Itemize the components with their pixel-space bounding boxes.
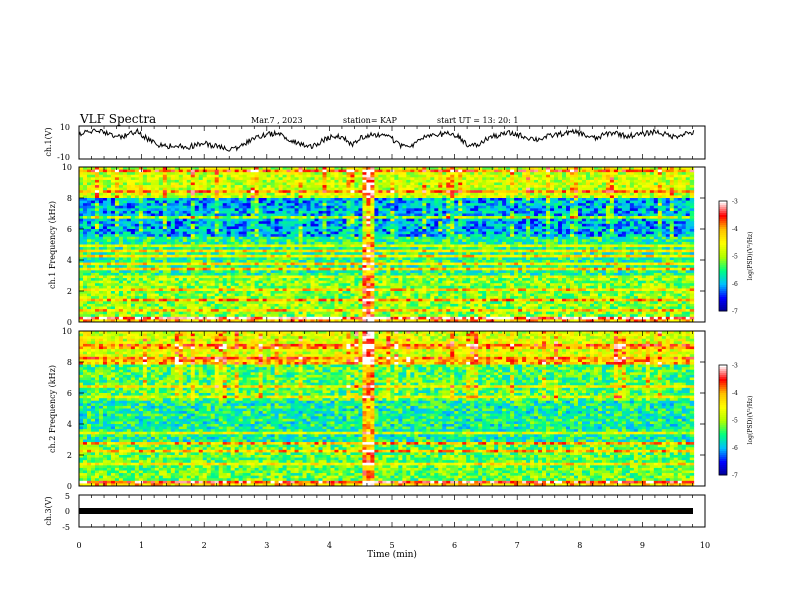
ch1-colorbar-ticks: -3 -4 -5 -6 -7 xyxy=(732,199,738,316)
xtick-label: 7 xyxy=(515,541,520,550)
ch1-spectrogram-ylabel: ch.1 Frequency (kHz) xyxy=(48,201,57,289)
ch2-spectrogram-panel: 0 2 4 6 8 10 ch.2 Frequency (kHz) xyxy=(48,327,706,491)
ytick-label: 6 xyxy=(67,389,72,398)
header-date: Mar.7 , 2023 xyxy=(251,116,303,125)
ch1-colorbar-gradient xyxy=(719,201,727,312)
ytick-label: 2 xyxy=(67,287,72,296)
ch1-ytick-top: 10 xyxy=(60,123,70,132)
xtick-label: 6 xyxy=(452,541,457,550)
header-station: station= KAP xyxy=(343,116,398,125)
colorbar-tick-label: -6 xyxy=(732,445,738,452)
ch3-waveform-panel: 5 0 -5 ch.3(V) xyxy=(44,492,706,532)
ytick-label: 4 xyxy=(67,256,72,265)
ytick-label: 10 xyxy=(62,163,72,172)
xtick-label: 4 xyxy=(327,541,332,550)
time-axis-tick-labels: 0 1 2 3 4 5 6 7 8 9 10 xyxy=(76,541,710,550)
xtick-label: 8 xyxy=(577,541,582,550)
colorbar-tick-label: -7 xyxy=(732,309,738,316)
ch1-spectrogram-yticks: 0 2 4 6 8 10 xyxy=(62,163,705,327)
colorbar-tick-label: -3 xyxy=(732,199,738,206)
ytick-label: 8 xyxy=(67,358,72,367)
header-start-time: start UT = 13: 20: 1 xyxy=(437,116,518,125)
ch1-waveform-line xyxy=(78,127,695,152)
xtick-label: 9 xyxy=(640,541,645,550)
ch3-ytick-bottom: -5 xyxy=(62,523,70,532)
ytick-label: 6 xyxy=(67,225,72,234)
ch1-waveform-panel: 10 -10 ch.1(V) xyxy=(44,123,706,162)
ch1-colorbar: -3 -4 -5 -6 -7 log(PSD)(V²/Hz) xyxy=(718,199,754,316)
xtick-label: 0 xyxy=(76,541,81,550)
ch2-spectrogram-ylabel: ch.2 Frequency (kHz) xyxy=(48,365,57,453)
colorbar-tick-label: -5 xyxy=(732,418,738,425)
ch1-spectrogram-image xyxy=(79,167,695,323)
ch1-colorbar-label: log(PSD)(V²/Hz) xyxy=(747,232,754,281)
ytick-label: 8 xyxy=(67,194,72,203)
ch2-colorbar-label: log(PSD)(V²/Hz) xyxy=(747,396,754,445)
figure-title: VLF Spectra xyxy=(79,112,156,126)
xtick-label: 2 xyxy=(202,541,207,550)
ch2-spectrogram-yticks: 0 2 4 6 8 10 xyxy=(62,327,705,491)
ch1-ytick-bottom: -10 xyxy=(57,153,70,162)
xtick-label: 1 xyxy=(139,541,144,550)
ch1-waveform-ylabel: ch.1(V) xyxy=(44,127,53,156)
xtick-label: 5 xyxy=(389,541,394,550)
colorbar-tick-label: -6 xyxy=(732,281,738,288)
ch3-ytick-top: 5 xyxy=(65,492,70,501)
colorbar-tick-label: -4 xyxy=(732,390,738,397)
ytick-label: 0 xyxy=(67,482,72,491)
colorbar-tick-label: -4 xyxy=(732,226,738,233)
ch3-waveform-ylabel: ch.3(V) xyxy=(44,496,53,525)
time-axis-label: Time (min) xyxy=(367,549,417,560)
ytick-label: 2 xyxy=(67,451,72,460)
ch2-spectrogram-image xyxy=(79,331,695,487)
xtick-label: 3 xyxy=(264,541,269,550)
time-axis-ticks xyxy=(78,126,706,527)
ytick-label: 4 xyxy=(67,420,72,429)
xtick-label: 10 xyxy=(700,541,710,550)
ch2-colorbar: -3 -4 -5 -6 -7 log(PSD)(V²/Hz) xyxy=(718,363,754,480)
colorbar-tick-label: -3 xyxy=(732,363,738,370)
ytick-label: 0 xyxy=(67,318,72,327)
ch2-colorbar-ticks: -3 -4 -5 -6 -7 xyxy=(732,363,738,480)
ytick-label: 10 xyxy=(62,327,72,336)
ch2-colorbar-gradient xyxy=(719,365,727,476)
ch3-ytick-mid: 0 xyxy=(65,507,70,516)
ch3-waveform-line xyxy=(79,508,693,514)
ch1-spectrogram-panel: 0 2 4 6 8 10 ch.1 Frequency (kHz) xyxy=(48,163,706,327)
colorbar-tick-label: -5 xyxy=(732,254,738,261)
colorbar-tick-label: -7 xyxy=(732,473,738,480)
